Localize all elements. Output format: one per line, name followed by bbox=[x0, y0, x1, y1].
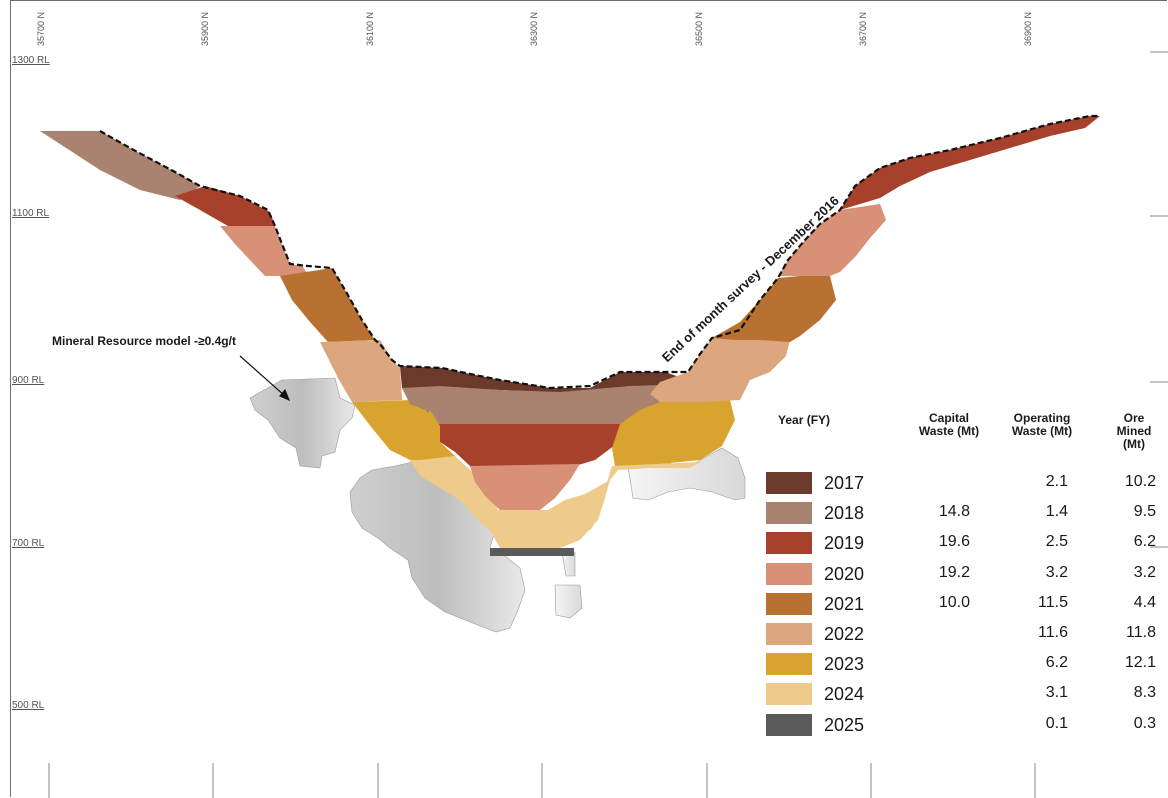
legend-row: 2022 11.6 11.8 bbox=[766, 623, 1166, 647]
legend-row: 2017 2.1 10.2 bbox=[766, 472, 1166, 496]
callout-arrow bbox=[239, 355, 291, 402]
ore-mined-value: 10.2 bbox=[1124, 473, 1156, 490]
legend-row: 2023 6.2 12.1 bbox=[766, 653, 1166, 677]
operating-waste-value: 3.1 bbox=[1045, 684, 1068, 702]
year-swatch bbox=[766, 592, 812, 615]
legend-row: 2020 19.2 3.2 3.2 bbox=[766, 562, 1166, 587]
year-swatch bbox=[766, 713, 812, 736]
ore-mined-value: 9.5 bbox=[1133, 503, 1156, 521]
year-value: 2025 bbox=[824, 714, 865, 735]
year-value: 2022 bbox=[824, 624, 865, 644]
northing-label: 35900 N bbox=[200, 11, 210, 46]
legend-row: 2018 14.8 1.4 9.5 bbox=[766, 502, 1166, 526]
resource-model-callout: Mineral Resource model -≥0.4g/t bbox=[52, 334, 236, 348]
year-value: 2020 bbox=[824, 563, 865, 584]
year-value: 2024 bbox=[824, 684, 865, 705]
section-frame bbox=[10, 0, 1167, 797]
ore-mined-value: 12.1 bbox=[1124, 654, 1156, 672]
year-swatch bbox=[766, 562, 812, 585]
legend-row: 2019 19.6 2.5 6.2 bbox=[766, 532, 1166, 556]
capital-waste-value: 19.6 bbox=[938, 533, 970, 551]
rl-label: 500 RL bbox=[12, 700, 45, 711]
operating-waste-value: 3.2 bbox=[1045, 563, 1068, 581]
capital-waste-value: 19.2 bbox=[938, 563, 970, 581]
ore-mined-value: 4.4 bbox=[1133, 593, 1156, 611]
operating-waste-header: Operating Waste (Mt) bbox=[1011, 411, 1073, 438]
capital-waste-value: 14.8 bbox=[938, 503, 970, 521]
year-value: 2019 bbox=[824, 533, 865, 554]
ore-mined-value: 0.3 bbox=[1133, 714, 1156, 732]
ore-mined-value: 8.3 bbox=[1133, 684, 1156, 702]
ore-mined-value: 11.8 bbox=[1126, 624, 1156, 641]
operating-waste-value: 0.1 bbox=[1045, 714, 1068, 732]
survey-line bbox=[99, 114, 1100, 390]
grid-ticks bbox=[48, 51, 1168, 798]
northing-label: 35700 N bbox=[36, 11, 46, 46]
year-swatch bbox=[766, 623, 812, 645]
operating-waste-value: 1.4 bbox=[1045, 503, 1068, 521]
northing-label: 36100 N bbox=[365, 11, 375, 46]
northing-label: 36900 N bbox=[1023, 11, 1033, 46]
operating-waste-value: 2.1 bbox=[1045, 473, 1068, 490]
legend-row: 2025 0.1 0.3 bbox=[766, 713, 1166, 738]
rl-label: 700 RL bbox=[12, 538, 45, 549]
rl-label: 900 RL bbox=[12, 375, 45, 386]
ore-mined-header: Ore Mined (Mt) bbox=[1116, 411, 1152, 451]
year-swatch bbox=[766, 502, 812, 525]
year-value: 2023 bbox=[824, 654, 865, 675]
year-value: 2017 bbox=[824, 473, 865, 493]
ore-mined-value: 3.2 bbox=[1133, 563, 1156, 581]
northing-label: 36300 N bbox=[529, 11, 539, 46]
operating-waste-value: 6.2 bbox=[1045, 654, 1068, 672]
ore-mined-value: 6.2 bbox=[1133, 533, 1156, 551]
rl-label: 1300 RL bbox=[12, 55, 50, 66]
northing-label: 36500 N bbox=[694, 11, 704, 46]
year-swatch bbox=[766, 472, 812, 494]
legend-row: 2021 10.0 11.5 4.4 bbox=[766, 592, 1166, 617]
operating-waste-value: 11.5 bbox=[1038, 593, 1068, 611]
operating-waste-value: 11.6 bbox=[1038, 624, 1068, 641]
year-value: 2021 bbox=[824, 593, 865, 614]
year-header: Year (FY) bbox=[778, 413, 831, 427]
year-swatch bbox=[766, 653, 812, 676]
capital-waste-header: Capital Waste (Mt) bbox=[918, 411, 980, 438]
year-value: 2018 bbox=[824, 503, 865, 524]
operating-waste-value: 2.5 bbox=[1045, 533, 1068, 551]
year-swatch bbox=[766, 683, 812, 706]
pit-benches bbox=[40, 116, 1100, 556]
legend-row: 2024 3.1 8.3 bbox=[766, 683, 1166, 707]
capital-waste-value: 10.0 bbox=[938, 593, 970, 611]
northing-label: 36700 N bbox=[858, 11, 868, 46]
rl-label: 1100 RL bbox=[12, 208, 50, 219]
year-swatch bbox=[766, 532, 812, 555]
